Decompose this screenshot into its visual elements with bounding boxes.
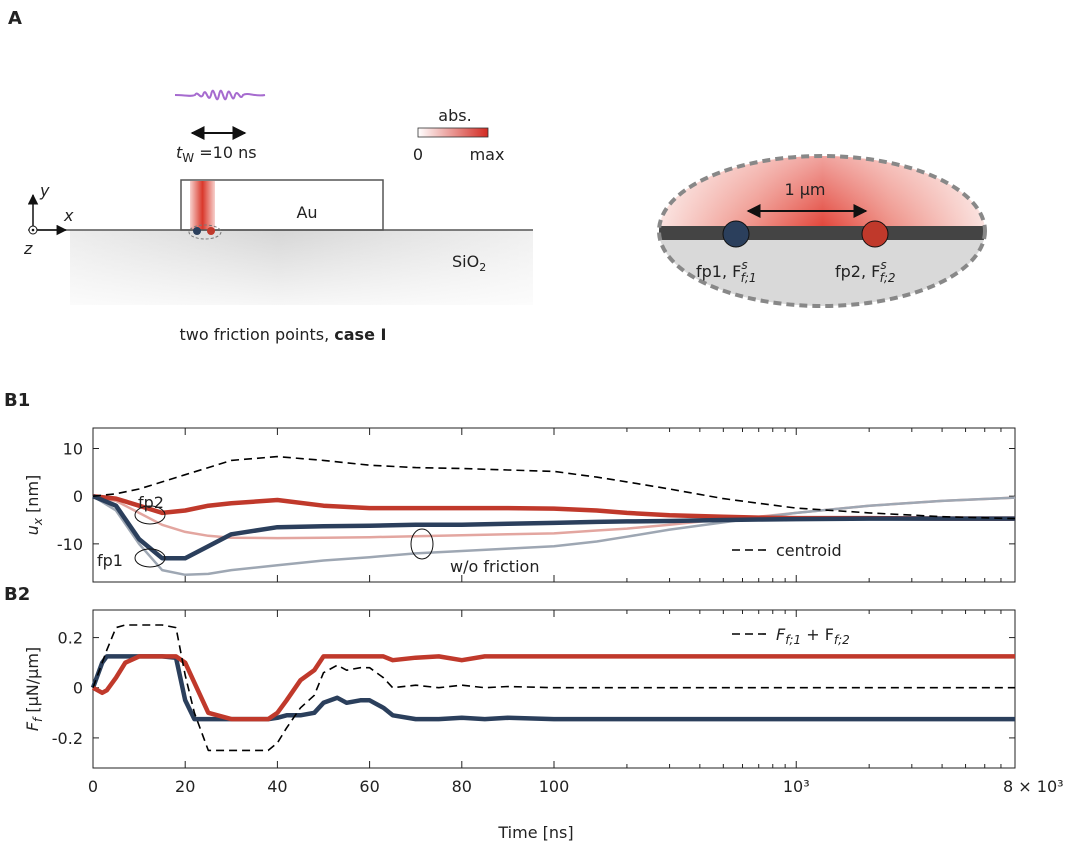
label-part: [μN/μm] xyxy=(23,647,42,718)
colorbar-title: abs. xyxy=(438,106,471,125)
friction-point xyxy=(207,227,215,235)
legend-label: centroid xyxy=(776,541,842,560)
legend-label: Ff;1 + Ff;2 xyxy=(776,625,850,647)
interface-band xyxy=(659,226,985,240)
y-tick-label: 10 xyxy=(63,440,83,459)
z-axis-dot xyxy=(31,228,35,232)
x-tick-label: 0 xyxy=(88,777,98,796)
label-part: f;1 xyxy=(741,271,757,285)
series-line xyxy=(92,624,1015,752)
annotation: fp1 xyxy=(97,551,123,570)
label-part: SiO xyxy=(452,252,479,271)
fp2-label: fp2, Fs f;2 xyxy=(835,258,896,285)
sample-sketch: tW =10 ns abs. 0 max x y z Au SiO2 two f… xyxy=(23,89,533,344)
y-axis-label: Ff [μN/μm] xyxy=(23,647,45,731)
label-part: F xyxy=(23,721,42,731)
colorbar-min: 0 xyxy=(413,145,423,164)
annotation: fp2 xyxy=(138,493,164,512)
friction-point xyxy=(722,220,750,248)
series-line xyxy=(91,654,1015,722)
annotation: w/o friction xyxy=(450,557,539,576)
x-tick-label: 40 xyxy=(267,777,287,796)
series-line xyxy=(92,493,1015,521)
annotation-ellipse xyxy=(134,505,166,525)
x-axis-label: Time [ns] xyxy=(497,823,573,842)
y-tick-label: 0 xyxy=(73,679,83,698)
zoom-ellipse xyxy=(188,224,222,240)
x-tick-label: 10³ xyxy=(783,777,810,796)
annotation-ellipse xyxy=(410,528,434,560)
x-tick-label: 60 xyxy=(359,777,379,796)
plot-frame xyxy=(92,609,1016,769)
label-part: f;2 xyxy=(834,633,850,647)
label-part: + F xyxy=(801,625,834,644)
axis-label: y xyxy=(39,181,50,200)
label-part: fp2, F xyxy=(835,262,880,281)
colorbar xyxy=(417,127,489,138)
label-part: W xyxy=(182,151,194,165)
label-part: [nm] xyxy=(23,475,42,518)
panel-label: B1 xyxy=(4,390,30,411)
label-part: fp1, F xyxy=(696,262,741,281)
x-tick-label: 20 xyxy=(175,777,195,796)
y-axis-label: ux [nm] xyxy=(23,475,45,536)
y-tick-label: -10 xyxy=(57,535,83,554)
pulse-wave xyxy=(174,89,266,101)
x-tick-label: 8 × 10³ xyxy=(1003,777,1064,796)
label-part: f;1 xyxy=(785,633,801,647)
metal-label: Au xyxy=(296,203,317,222)
label-part: s xyxy=(880,258,886,272)
axis-label: z xyxy=(23,239,33,258)
series-line xyxy=(92,494,1015,561)
panel-label: A xyxy=(8,8,22,29)
panel-label: B2 xyxy=(4,584,30,605)
colorbar-max: max xyxy=(470,145,505,164)
y-tick-label: 0 xyxy=(73,487,83,506)
axis-label: x xyxy=(63,206,74,225)
label-part: x xyxy=(31,517,45,526)
annotation-ellipse xyxy=(134,548,166,568)
pulse-label: tW =10 ns xyxy=(176,143,257,165)
label-part: two friction points, xyxy=(180,325,335,344)
label-part: case I xyxy=(334,325,386,344)
substrate-label: SiO2 xyxy=(452,252,486,274)
zoom-ellipse xyxy=(657,154,987,308)
fp1-label: fp1, Fs f;1 xyxy=(696,258,757,285)
label-part: =10 ns xyxy=(194,143,256,162)
label-part: f;2 xyxy=(880,271,896,285)
caption: two friction points, case I xyxy=(180,325,387,344)
distance-label: 1 μm xyxy=(784,180,825,199)
y-tick-label: 0.2 xyxy=(58,629,83,648)
zoom-sketch: 1 μm fp1, Fs f;1 fp2, Fs f;2 xyxy=(657,154,987,308)
substrate-fade xyxy=(70,230,533,305)
label-part: t xyxy=(176,143,183,162)
label-part: F xyxy=(776,625,786,644)
x-tick-label: 100 xyxy=(539,777,570,796)
friction-point xyxy=(193,227,201,235)
x-tick-label: 80 xyxy=(452,777,472,796)
laser-spot xyxy=(190,181,215,230)
label-part: f xyxy=(31,716,45,722)
label-part: u xyxy=(23,525,42,535)
friction-point xyxy=(861,220,889,248)
label-part: 2 xyxy=(479,261,486,274)
y-tick-label: -0.2 xyxy=(52,729,83,748)
label-part: s xyxy=(741,258,747,272)
